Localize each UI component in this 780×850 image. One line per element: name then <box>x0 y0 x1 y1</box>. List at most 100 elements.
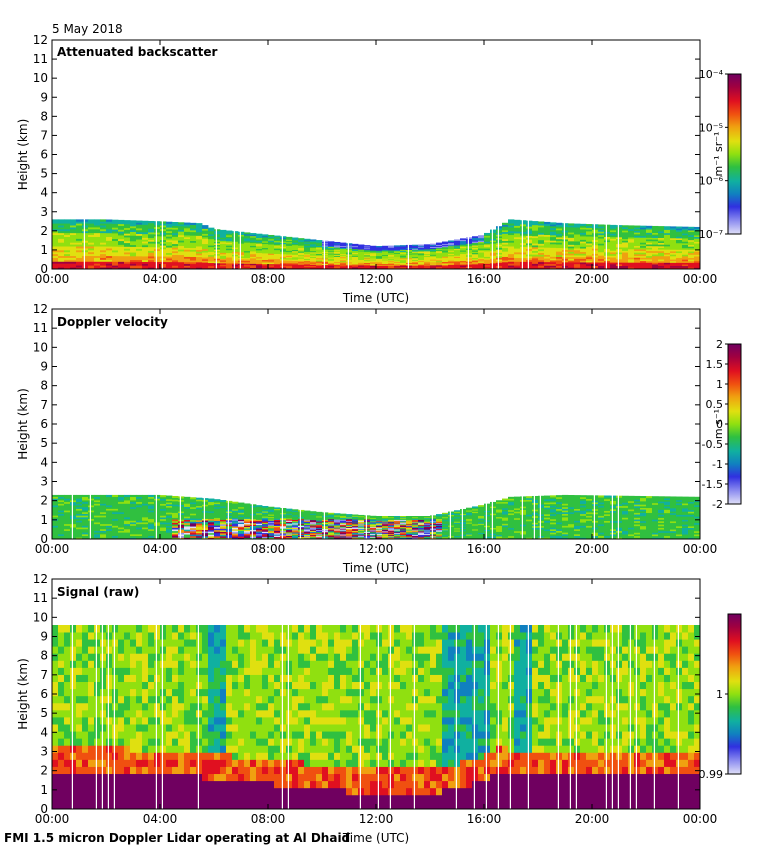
heatmap-cell <box>244 510 251 513</box>
heatmap-cell <box>310 262 317 264</box>
heatmap-cell <box>82 255 89 258</box>
heatmap-cell <box>286 240 293 243</box>
heatmap-cell <box>208 509 215 512</box>
heatmap-cell <box>286 513 293 515</box>
heatmap-cell <box>514 519 521 522</box>
heatmap-cell <box>478 250 485 253</box>
heatmap-cell <box>64 263 71 266</box>
heatmap-cell <box>280 511 287 514</box>
heatmap-cell <box>520 257 527 261</box>
heatmap-cell <box>88 230 95 234</box>
heatmap-cell <box>256 535 263 537</box>
heatmap-cell <box>406 249 413 251</box>
heatmap-cell <box>334 248 341 250</box>
heatmap-cell <box>208 523 215 526</box>
heatmap-cell <box>406 256 413 258</box>
heatmap-cell <box>124 240 131 244</box>
heatmap-cell <box>268 244 275 246</box>
heatmap-cell <box>238 505 245 508</box>
heatmap-cell <box>580 244 587 247</box>
heatmap-cell <box>310 250 317 253</box>
heatmap-cell <box>466 535 473 537</box>
heatmap-cell <box>688 247 695 250</box>
heatmap-cell <box>256 252 263 255</box>
heatmap-cell <box>496 509 503 512</box>
heatmap-cell <box>160 230 167 233</box>
heatmap-cell <box>394 532 401 535</box>
heatmap-cell <box>118 221 125 225</box>
heatmap-cell <box>472 243 479 246</box>
heatmap-cell <box>376 517 383 520</box>
heatmap-cell <box>262 521 269 523</box>
heatmap-cell <box>268 236 275 238</box>
heatmap-cell <box>70 501 77 504</box>
heatmap-cell <box>106 221 113 224</box>
heatmap-cell <box>118 532 125 535</box>
heatmap-cell <box>430 524 437 526</box>
heatmap-cell <box>502 532 509 535</box>
heatmap-cell <box>430 526 437 528</box>
heatmap-cell <box>454 522 461 524</box>
heatmap-cell <box>172 497 179 500</box>
heatmap-cell <box>466 244 473 247</box>
heatmap-cell <box>112 510 119 513</box>
heatmap-cell <box>652 237 659 240</box>
heatmap-cell <box>298 253 305 256</box>
heatmap-cell <box>520 242 527 246</box>
heatmap-cell <box>340 266 347 269</box>
heatmap-cell <box>628 258 635 262</box>
heatmap-cell <box>220 243 227 246</box>
heatmap-cell <box>208 238 215 241</box>
heatmap-cell <box>244 508 251 511</box>
heatmap-cell <box>220 534 227 537</box>
heatmap-cell <box>346 250 353 252</box>
heatmap-cell <box>88 537 95 540</box>
heatmap-cell <box>226 506 233 509</box>
heatmap-cell <box>472 247 479 250</box>
heatmap-cell <box>124 261 131 264</box>
heatmap-cell <box>226 261 233 264</box>
heatmap-cell <box>406 528 413 530</box>
heatmap-cell <box>436 530 443 532</box>
heatmap-cell <box>466 242 473 244</box>
heatmap-cell <box>232 258 239 261</box>
heatmap-cell <box>388 527 395 529</box>
heatmap-cell <box>394 521 401 523</box>
heatmap-cell <box>94 513 101 516</box>
heatmap-cell <box>550 242 557 245</box>
data-gap <box>155 40 157 269</box>
heatmap-cell <box>190 526 197 529</box>
heatmap-cell <box>544 265 551 268</box>
heatmap-cell <box>532 263 539 266</box>
heatmap-cell <box>580 223 587 226</box>
heatmap-cell <box>478 258 485 261</box>
heatmap-cell <box>478 257 485 259</box>
heatmap-cell <box>166 225 173 228</box>
heatmap-cell <box>304 265 311 268</box>
heatmap-cell <box>610 267 617 270</box>
heatmap-cell <box>568 230 575 233</box>
heatmap-cell <box>172 515 179 518</box>
heatmap-cell <box>124 233 131 236</box>
heatmap-cell <box>76 513 83 516</box>
heatmap-cell <box>316 522 323 524</box>
heatmap-cell <box>388 516 395 519</box>
heatmap-cell <box>124 518 131 521</box>
heatmap-cell <box>676 254 683 257</box>
heatmap-cell <box>622 235 629 238</box>
heatmap-cell <box>70 223 77 226</box>
heatmap-cell <box>196 504 203 507</box>
heatmap-cell <box>160 520 167 523</box>
heatmap-cell <box>166 259 173 263</box>
heatmap-cell <box>436 255 443 258</box>
heatmap-cell <box>328 260 335 262</box>
heatmap-cell <box>526 519 533 522</box>
heatmap-cell <box>310 535 317 538</box>
heatmap-cell <box>106 242 113 245</box>
heatmap-cell <box>106 238 113 241</box>
heatmap-cell <box>412 263 419 265</box>
heatmap-cell <box>454 527 461 530</box>
heatmap-cell <box>532 261 539 264</box>
heatmap-cell <box>70 498 77 501</box>
heatmap-cell <box>664 250 671 253</box>
